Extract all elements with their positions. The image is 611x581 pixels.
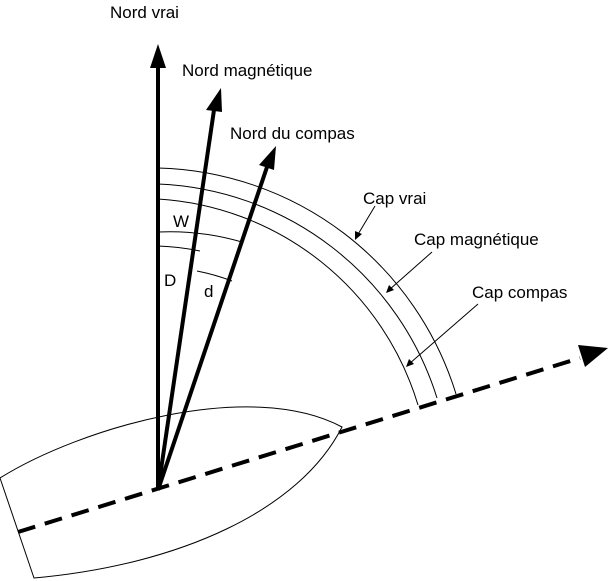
leader-magnetic-heading — [386, 251, 433, 293]
arc-compass-heading — [157, 198, 419, 406]
label-compass-north: Nord du compas — [230, 124, 355, 143]
arc-magnetic-heading — [157, 183, 438, 399]
arc-deviation — [196, 270, 233, 282]
boat-hull — [0, 406, 343, 579]
label-variation: W — [173, 212, 189, 231]
true-north-arrow — [150, 44, 166, 490]
leader-compass-heading — [406, 303, 479, 367]
magnetic-north-arrow — [156, 88, 222, 491]
compass-north-arrow — [156, 146, 276, 491]
label-true-heading: Cap vrai — [363, 189, 426, 208]
heading-line — [17, 345, 608, 534]
label-total-error: D — [164, 271, 176, 290]
label-magnetic-heading: Cap magnétique — [414, 230, 539, 249]
label-deviation: d — [204, 282, 213, 301]
leader-true-heading — [355, 205, 376, 240]
label-true-north: Nord vrai — [110, 3, 179, 22]
label-magnetic-north: Nord magnétique — [182, 61, 312, 80]
arc-variation — [157, 231, 243, 243]
label-compass-heading: Cap compas — [472, 283, 567, 302]
